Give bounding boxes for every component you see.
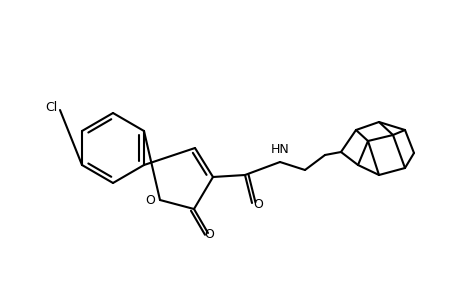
Text: O: O <box>145 194 155 206</box>
Text: O: O <box>252 197 262 211</box>
Text: O: O <box>204 229 213 242</box>
Text: HN: HN <box>270 143 289 156</box>
Text: Cl: Cl <box>45 100 58 113</box>
